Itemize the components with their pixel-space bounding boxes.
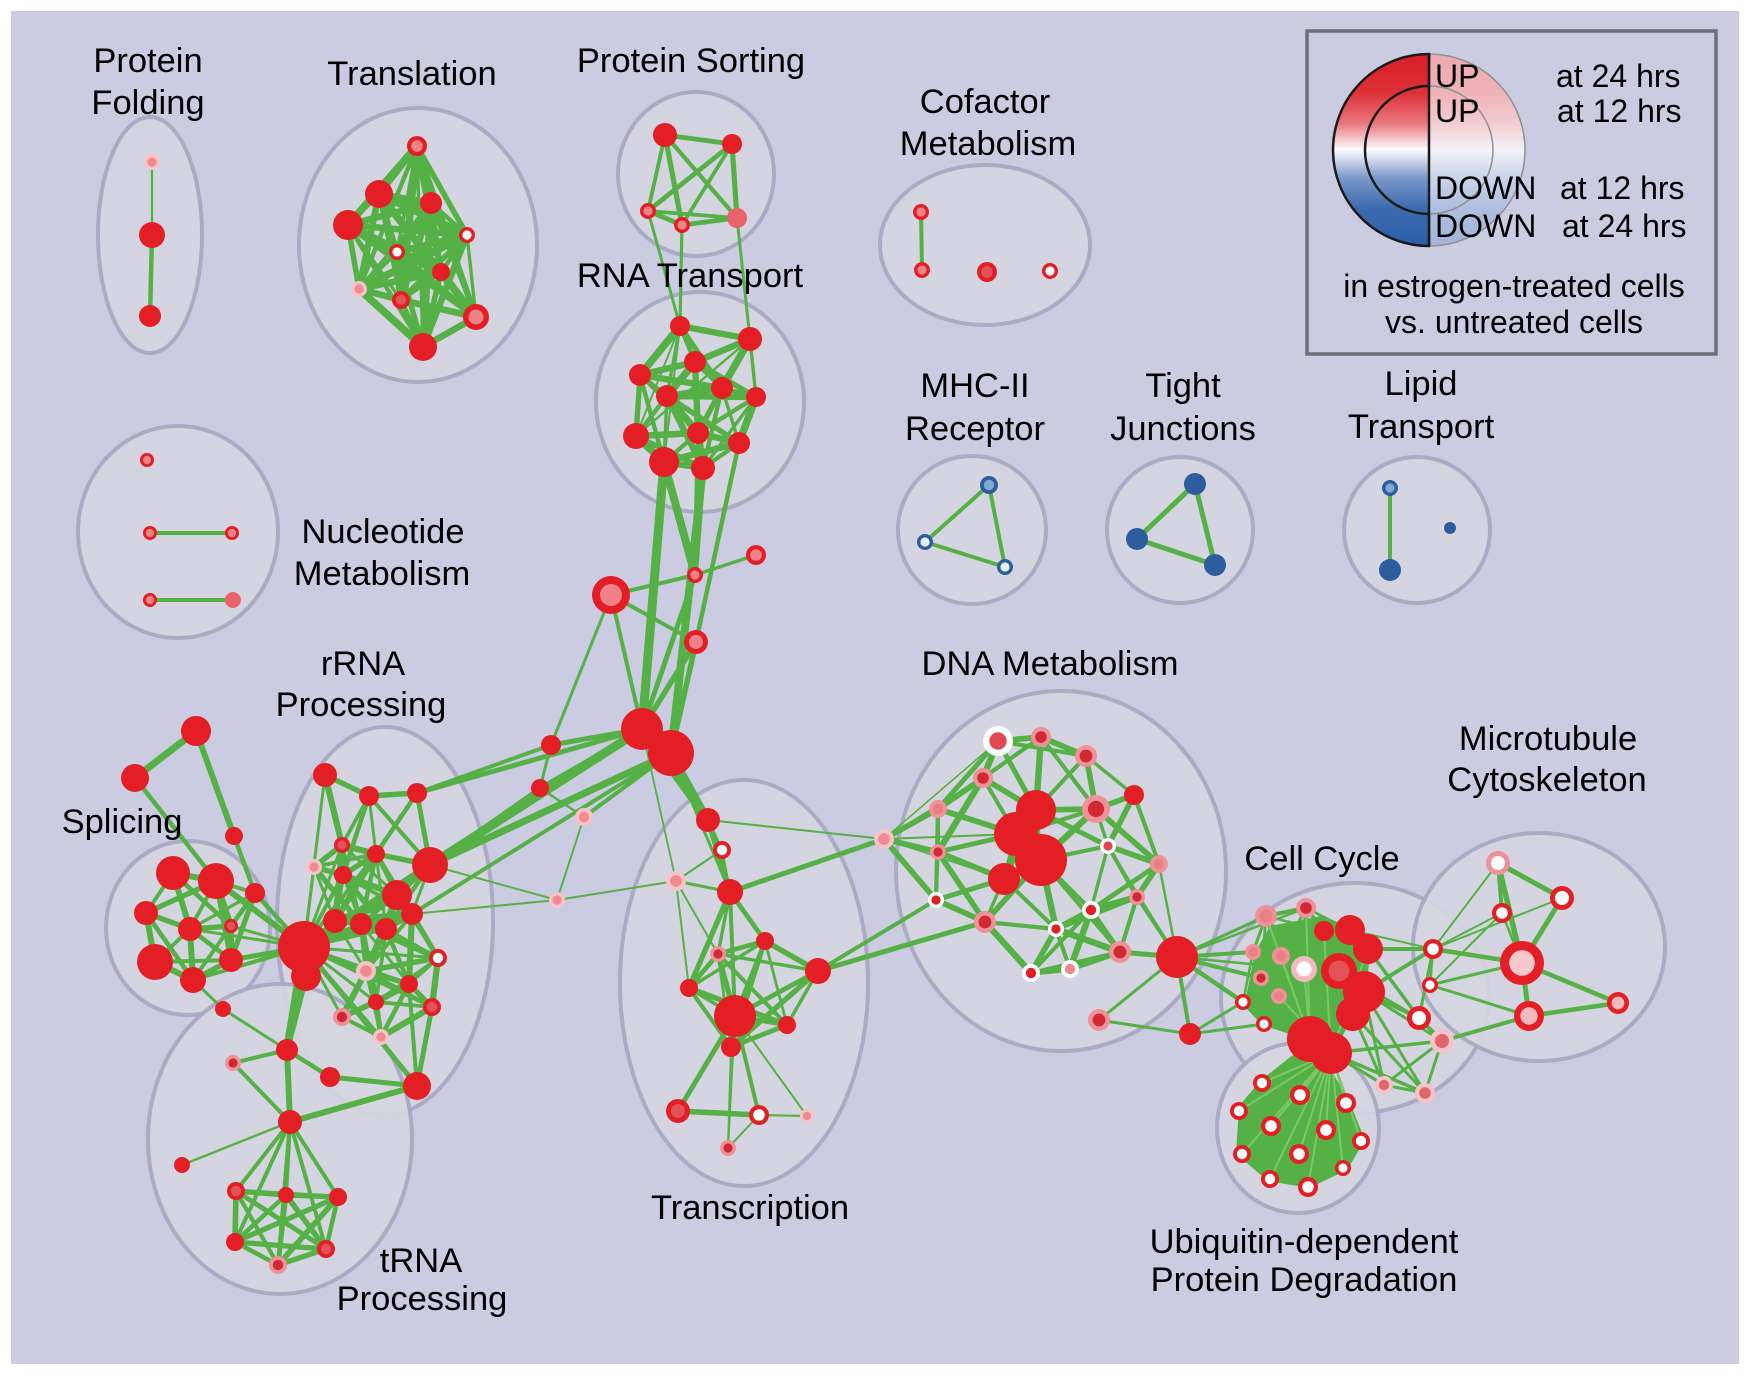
svg-text:Receptor: Receptor — [905, 410, 1045, 448]
svg-text:Protein Degradation: Protein Degradation — [1151, 1261, 1458, 1299]
svg-text:at 12 hrs: at 12 hrs — [1560, 170, 1685, 206]
svg-text:Metabolism: Metabolism — [294, 555, 470, 593]
svg-text:Splicing: Splicing — [62, 803, 183, 841]
svg-text:Cofactor: Cofactor — [920, 83, 1050, 121]
svg-text:Processing: Processing — [337, 1280, 508, 1318]
svg-text:in estrogen-treated cells: in estrogen-treated cells — [1343, 268, 1685, 304]
svg-text:at 12 hrs: at 12 hrs — [1557, 93, 1682, 129]
svg-text:Ubiquitin-dependent: Ubiquitin-dependent — [1150, 1223, 1459, 1261]
svg-text:Microtubule: Microtubule — [1459, 720, 1637, 758]
svg-text:at 24 hrs: at 24 hrs — [1556, 58, 1681, 94]
svg-text:DOWN: DOWN — [1435, 170, 1536, 206]
svg-text:Tight: Tight — [1145, 367, 1221, 405]
svg-text:Lipid: Lipid — [1385, 365, 1458, 403]
svg-text:Protein: Protein — [93, 42, 202, 80]
svg-text:DNA Metabolism: DNA Metabolism — [922, 645, 1179, 683]
svg-text:Nucleotide: Nucleotide — [301, 513, 464, 551]
svg-text:Transcription: Transcription — [651, 1189, 849, 1227]
svg-text:Protein Sorting: Protein Sorting — [577, 42, 805, 80]
svg-text:rRNA: rRNA — [321, 645, 405, 683]
svg-text:Cytoskeleton: Cytoskeleton — [1447, 761, 1646, 799]
svg-text:Processing: Processing — [276, 686, 447, 724]
svg-text:tRNA: tRNA — [380, 1242, 462, 1280]
svg-text:vs. untreated cells: vs. untreated cells — [1385, 304, 1643, 340]
svg-text:UP: UP — [1435, 93, 1479, 129]
svg-text:at 24 hrs: at 24 hrs — [1562, 208, 1687, 244]
svg-text:Metabolism: Metabolism — [900, 125, 1076, 163]
svg-text:UP: UP — [1435, 58, 1479, 94]
svg-text:MHC-II: MHC-II — [920, 367, 1029, 405]
svg-text:Folding: Folding — [91, 84, 204, 122]
svg-text:DOWN: DOWN — [1435, 208, 1536, 244]
svg-text:RNA Transport: RNA Transport — [577, 257, 804, 295]
svg-text:Translation: Translation — [327, 55, 496, 93]
svg-text:Cell Cycle: Cell Cycle — [1244, 840, 1399, 878]
svg-text:Transport: Transport — [1348, 408, 1495, 446]
svg-text:Junctions: Junctions — [1110, 410, 1256, 448]
